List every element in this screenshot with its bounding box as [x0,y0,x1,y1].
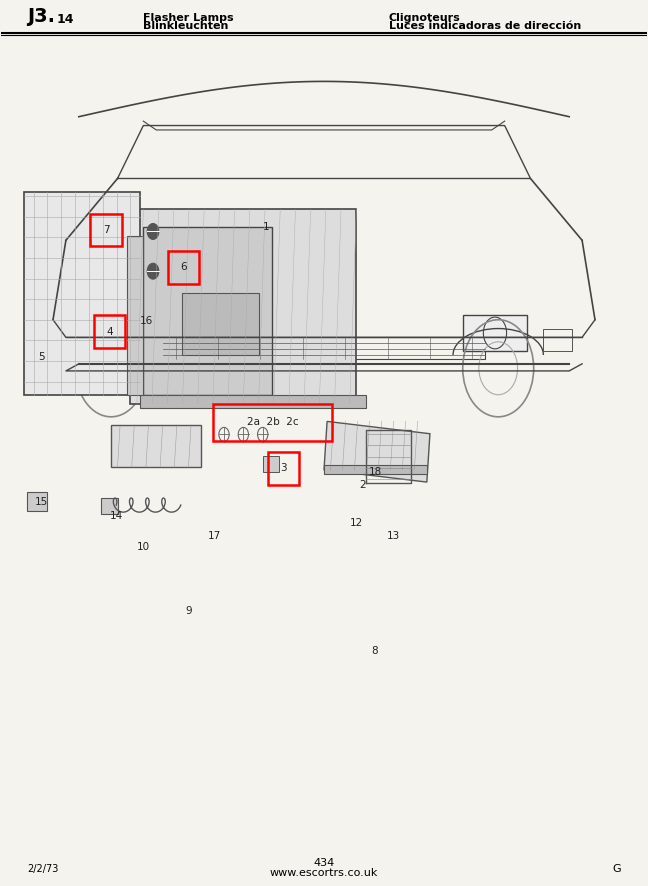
Bar [111,424,202,467]
Text: G: G [612,864,621,874]
Text: 7: 7 [103,225,110,235]
Text: 14: 14 [110,510,123,521]
Text: Flasher Lamps: Flasher Lamps [143,12,234,23]
Text: 17: 17 [208,531,221,541]
Bar [324,465,427,474]
Text: www.escortrs.co.uk: www.escortrs.co.uk [270,868,378,878]
Text: 6: 6 [180,262,187,272]
Bar [140,395,366,408]
Bar [127,236,143,395]
Text: 1: 1 [262,222,269,232]
Text: Luces indicadoras de dirección: Luces indicadoras de dirección [389,21,581,31]
Text: 18: 18 [369,467,382,477]
Bar [262,455,279,471]
Text: 16: 16 [140,316,153,326]
Bar [544,329,572,351]
Circle shape [147,223,159,239]
Bar [60,329,89,351]
Bar [463,315,527,351]
Text: Blinkleuchten: Blinkleuchten [143,21,229,31]
Text: 434: 434 [314,858,334,867]
Bar [324,422,430,482]
Text: 14: 14 [56,12,74,26]
Text: 2: 2 [360,480,366,490]
Bar [98,315,163,351]
Text: 3: 3 [281,463,287,473]
Text: 15: 15 [35,496,48,507]
Text: 2a  2b  2c: 2a 2b 2c [247,417,298,427]
Bar [163,338,485,360]
Text: Clignoteurs: Clignoteurs [389,12,460,23]
Circle shape [147,263,159,279]
Text: 4: 4 [106,327,113,337]
Text: 13: 13 [386,531,400,541]
Text: 9: 9 [185,606,192,616]
Text: J3.: J3. [27,7,55,26]
Text: 5: 5 [38,352,45,361]
Bar [182,293,259,355]
Bar [143,227,272,395]
Text: 12: 12 [350,517,363,528]
Bar [101,498,117,514]
Bar [130,209,356,403]
Bar [27,492,47,511]
Bar [24,191,140,395]
Text: 10: 10 [137,542,150,553]
Text: 2/2/73: 2/2/73 [27,864,58,874]
Text: 8: 8 [371,646,378,656]
